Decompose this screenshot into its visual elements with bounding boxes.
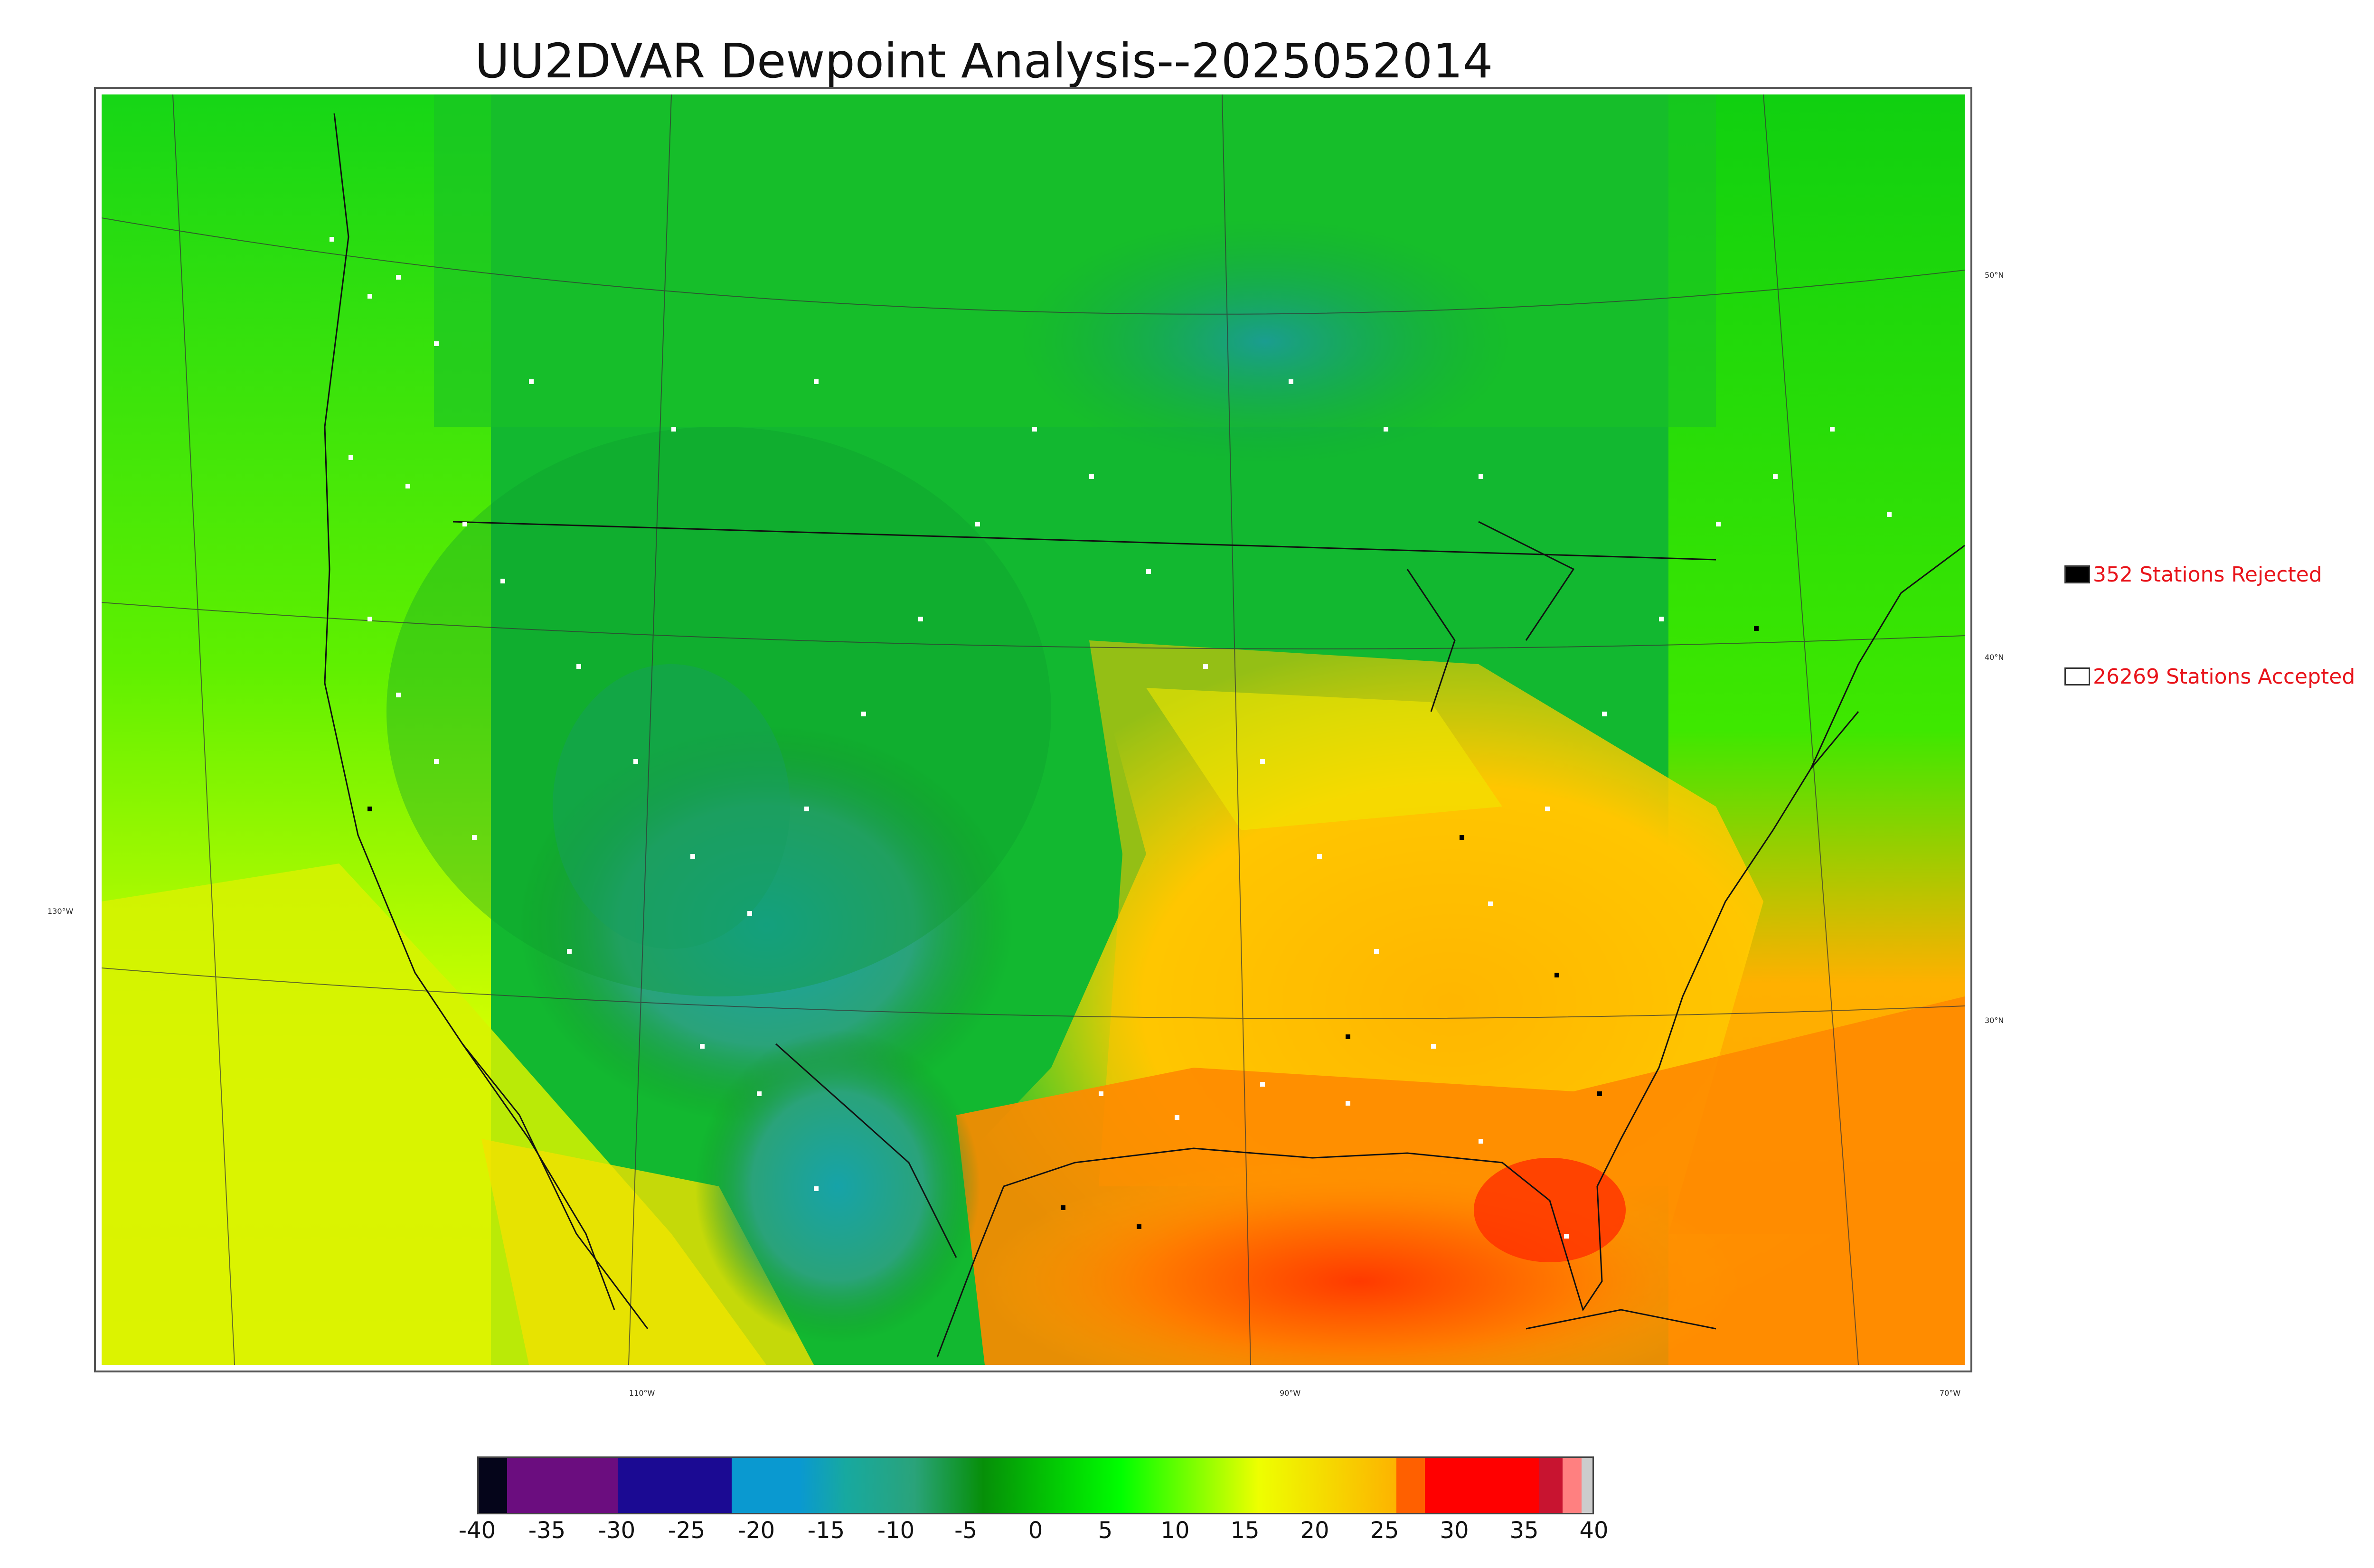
lon-label-90: 90°W: [1280, 1389, 1301, 1398]
cbar-seg: [507, 1458, 618, 1513]
lat-label-50: 50°N: [1985, 271, 2004, 280]
cbar-seg: [983, 1458, 1121, 1513]
colorbar-tick-label: 15: [1230, 1517, 1260, 1544]
cbar-seg: [1121, 1458, 1259, 1513]
accepted-swatch: [2064, 667, 2090, 685]
legend-accepted: 26269 Stations Accepted: [2064, 662, 2355, 691]
cbar-seg: [1396, 1458, 1425, 1513]
cbar-seg: [732, 1458, 846, 1513]
legend-rejected: 352 Stations Rejected: [2064, 560, 2322, 589]
cbar-seg: [1582, 1458, 1592, 1513]
lat-label-30: 30°N: [1985, 1016, 2004, 1025]
colorbar-tick-label: 40: [1579, 1517, 1609, 1544]
dewpoint-map[interactable]: [94, 87, 1972, 1372]
colorbar-tick-label: -20: [737, 1517, 775, 1544]
rejected-stations: [367, 626, 1759, 1229]
colorbar-tick-label: 25: [1370, 1517, 1399, 1544]
colorbar-tick-label: -25: [668, 1517, 706, 1544]
accepted-label: 26269 Stations Accepted: [2093, 664, 2355, 689]
colorbar-tick-label: 20: [1300, 1517, 1329, 1544]
colorbar-tick-label: -15: [807, 1517, 845, 1544]
map-canvas: [102, 94, 1965, 1365]
colorbar-tick-label: -5: [954, 1517, 977, 1544]
lon-label-70: 70°W: [1940, 1389, 1961, 1398]
cbar-seg: [1425, 1458, 1539, 1513]
colorbar-tick-label: -40: [458, 1517, 496, 1544]
lon-label-130: 130°W: [47, 907, 74, 916]
cbar-seg: [618, 1458, 732, 1513]
rejected-swatch: [2064, 565, 2090, 583]
colorbar-tick-label: 30: [1440, 1517, 1469, 1544]
colorbar-tick-label: 35: [1509, 1517, 1539, 1544]
colorbar-tick-label: 10: [1160, 1517, 1190, 1544]
colorbar-ticks: -40 -35 -30 -25 -20 -15 -10 -5 0 5 10 15 20 25 30 35 40: [0, 1517, 2374, 1550]
colorbar-tick-label: -35: [528, 1517, 566, 1544]
cbar-seg: [1563, 1458, 1582, 1513]
cbar-seg: [846, 1458, 983, 1513]
cbar-seg: [1539, 1458, 1563, 1513]
colorbar-tick-label: 0: [1028, 1517, 1043, 1544]
rejected-label: 352 Stations Rejected: [2093, 562, 2322, 587]
colorbar: [477, 1456, 1594, 1514]
colorbar-tick-label: -30: [598, 1517, 636, 1544]
accepted-stations: [330, 237, 1892, 1239]
lat-label-40: 40°N: [1985, 653, 2004, 662]
colorbar-tick-label: -10: [877, 1517, 915, 1544]
colorbar-tick-label: 5: [1098, 1517, 1113, 1544]
cbar-seg: [479, 1458, 507, 1513]
cbar-seg: [1259, 1458, 1396, 1513]
lon-label-110: 110°W: [629, 1389, 655, 1398]
map-title: UU2DVAR Dewpoint Analysis--2025052014: [475, 33, 1493, 89]
